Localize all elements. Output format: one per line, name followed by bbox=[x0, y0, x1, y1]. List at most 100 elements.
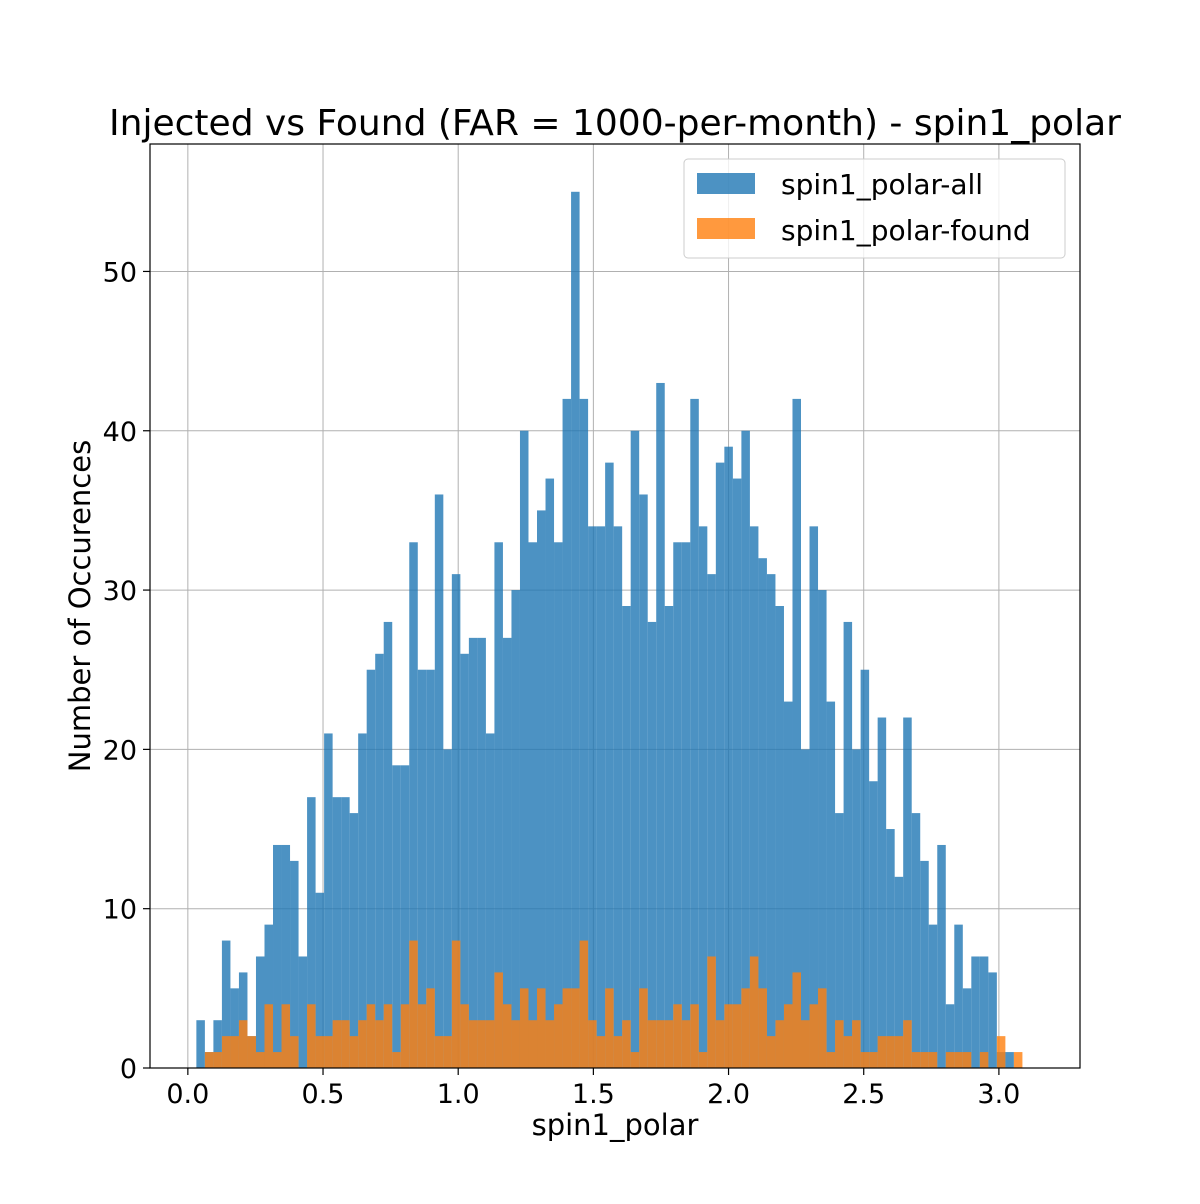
histogram-bar bbox=[358, 733, 367, 1068]
x-tick-label: 1.5 bbox=[572, 1079, 615, 1110]
histogram-bar bbox=[783, 1004, 793, 1068]
histogram-bar bbox=[502, 1004, 512, 1068]
histogram-bar bbox=[996, 1036, 1006, 1068]
series-0 bbox=[196, 191, 1014, 1069]
histogram-bar bbox=[903, 717, 912, 1068]
histogram-bar bbox=[639, 494, 648, 1068]
histogram-bar bbox=[511, 1020, 520, 1068]
histogram-bar bbox=[596, 526, 606, 1068]
histogram-bar bbox=[766, 1036, 776, 1068]
histogram-bar bbox=[468, 637, 478, 1068]
histogram-bar bbox=[1005, 1052, 1014, 1068]
x-tick-label: 2.5 bbox=[842, 1079, 885, 1110]
y-tick-label: 30 bbox=[103, 576, 137, 607]
histogram-bar bbox=[707, 956, 716, 1068]
legend-label-all: spin1_polar-all bbox=[781, 168, 983, 201]
histogram-bar bbox=[954, 1052, 963, 1068]
histogram-bar bbox=[349, 1036, 359, 1068]
histogram-bar bbox=[911, 1052, 921, 1068]
histogram-bar bbox=[656, 382, 665, 1068]
histogram-bar bbox=[392, 765, 401, 1068]
histogram-bar bbox=[571, 988, 580, 1068]
chart-title: Injected vs Found (FAR = 1000-per-month)… bbox=[109, 103, 1121, 144]
histogram-bar bbox=[596, 1036, 606, 1068]
histogram-bar bbox=[928, 924, 938, 1068]
histogram-bar bbox=[273, 1052, 282, 1068]
histogram-bar bbox=[324, 733, 333, 1068]
y-tick-label: 40 bbox=[103, 417, 137, 448]
y-axis-ticks: 0 10 20 30 40 50 bbox=[103, 257, 150, 1085]
x-tick-label: 0.0 bbox=[166, 1079, 209, 1110]
histogram-bar bbox=[537, 988, 546, 1068]
histogram-bar bbox=[732, 1004, 742, 1068]
histogram-bar bbox=[1013, 1052, 1023, 1068]
histogram-bar bbox=[656, 1020, 665, 1068]
histogram-bar bbox=[758, 558, 767, 1068]
y-axis-label: Number of Occurences bbox=[63, 440, 97, 772]
histogram-bar bbox=[554, 542, 563, 1068]
histogram-bar bbox=[511, 590, 520, 1068]
legend-swatch-all bbox=[697, 173, 755, 194]
histogram-bar bbox=[809, 1004, 819, 1068]
histogram-bar bbox=[383, 1004, 393, 1068]
histogram-bar bbox=[238, 1020, 248, 1068]
histogram-bar bbox=[843, 1036, 853, 1068]
histogram-bar bbox=[707, 574, 716, 1068]
histogram-bar bbox=[801, 749, 810, 1068]
histogram-bar bbox=[673, 1004, 682, 1068]
histogram-bar bbox=[221, 1036, 231, 1068]
histogram-bar bbox=[204, 1052, 214, 1068]
histogram-bar bbox=[417, 669, 427, 1068]
histogram-bar bbox=[426, 669, 435, 1068]
histogram-bar bbox=[826, 1052, 836, 1068]
histogram-bar bbox=[434, 494, 444, 1068]
series-1 bbox=[204, 940, 1023, 1068]
y-tick-label: 0 bbox=[120, 1054, 137, 1085]
legend-label-found: spin1_polar-found bbox=[781, 214, 1031, 247]
histogram-bar bbox=[783, 701, 793, 1068]
histogram-bar bbox=[519, 430, 529, 1068]
histogram-bar bbox=[434, 1036, 444, 1068]
histogram-bar bbox=[630, 430, 640, 1068]
histogram-bar bbox=[869, 781, 878, 1068]
histogram-bar bbox=[860, 1052, 870, 1068]
histogram-bar bbox=[426, 988, 435, 1068]
histogram-bar bbox=[264, 1004, 274, 1068]
histogram-bar bbox=[494, 542, 503, 1068]
histogram-bar bbox=[690, 398, 699, 1068]
histogram-bar bbox=[341, 1020, 350, 1068]
histogram-bar bbox=[681, 1020, 691, 1068]
histogram-bar bbox=[673, 542, 682, 1068]
histogram-bar bbox=[443, 749, 452, 1068]
histogram-bar bbox=[698, 526, 708, 1068]
histogram-bar bbox=[928, 1052, 938, 1068]
histogram-bar bbox=[886, 1036, 895, 1068]
histogram-bar bbox=[809, 526, 819, 1068]
histogram-bar bbox=[639, 988, 648, 1068]
histogram-bar bbox=[605, 462, 614, 1068]
histogram-bar bbox=[400, 765, 410, 1068]
histogram-bar bbox=[749, 956, 759, 1068]
histogram-bar bbox=[613, 526, 623, 1068]
histogram-bar bbox=[281, 844, 291, 1068]
histogram-bar bbox=[588, 1020, 597, 1068]
histogram-bar bbox=[537, 510, 546, 1068]
histogram-bar bbox=[255, 1052, 265, 1068]
histogram-bar bbox=[332, 797, 342, 1068]
histogram-bar bbox=[545, 478, 555, 1068]
histogram-bar bbox=[962, 1052, 972, 1068]
histogram-bar bbox=[894, 876, 904, 1068]
histogram-bar bbox=[273, 844, 282, 1068]
histogram-bar bbox=[613, 1036, 623, 1068]
x-tick-label: 3.0 bbox=[977, 1079, 1020, 1110]
histogram-bar bbox=[588, 526, 597, 1068]
histogram-bar bbox=[724, 446, 733, 1068]
histogram-bar bbox=[801, 1020, 810, 1068]
histogram-bar bbox=[749, 526, 759, 1068]
histogram-bar bbox=[264, 924, 274, 1068]
histogram-bar bbox=[877, 717, 887, 1068]
histogram-bar bbox=[477, 637, 486, 1068]
histogram-bar bbox=[681, 542, 691, 1068]
histogram-bar bbox=[468, 1020, 478, 1068]
